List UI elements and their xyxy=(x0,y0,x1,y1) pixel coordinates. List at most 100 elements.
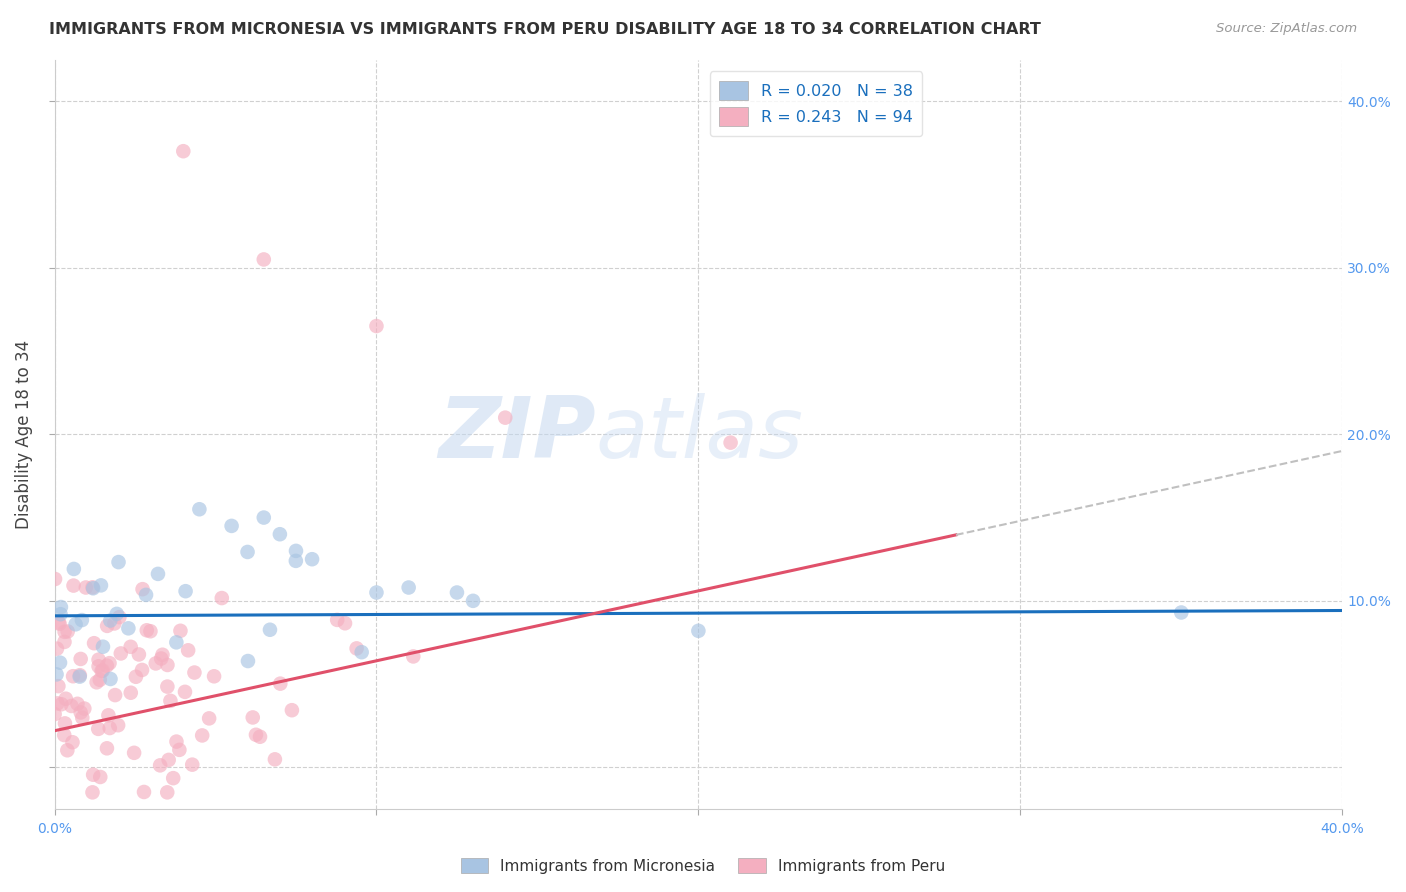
Text: ZIP: ZIP xyxy=(437,392,595,475)
Point xyxy=(63,562,86,576)
Point xyxy=(48,679,70,693)
Point xyxy=(104,688,127,702)
Point xyxy=(48,616,70,631)
Point xyxy=(135,588,157,602)
Point xyxy=(49,607,72,622)
Point xyxy=(145,657,167,671)
Point xyxy=(162,771,184,785)
Point xyxy=(62,669,84,683)
Point xyxy=(150,651,173,665)
Point xyxy=(211,591,233,605)
Point xyxy=(53,728,76,742)
Point xyxy=(69,668,91,682)
Point xyxy=(48,615,70,630)
Point xyxy=(169,743,191,757)
Point xyxy=(249,730,271,744)
Point xyxy=(82,785,104,799)
Point xyxy=(281,703,304,717)
Point xyxy=(46,641,69,656)
Legend: Immigrants from Micronesia, Immigrants from Peru: Immigrants from Micronesia, Immigrants f… xyxy=(454,852,952,880)
Point xyxy=(91,664,114,678)
Point xyxy=(269,676,291,690)
Point xyxy=(165,635,187,649)
Point xyxy=(72,711,94,725)
Point xyxy=(62,578,84,592)
Point xyxy=(132,785,155,799)
Text: IMMIGRANTS FROM MICRONESIA VS IMMIGRANTS FROM PERU DISABILITY AGE 18 TO 34 CORRE: IMMIGRANTS FROM MICRONESIA VS IMMIGRANTS… xyxy=(49,22,1040,37)
Point xyxy=(128,648,150,662)
Point xyxy=(366,585,388,599)
Text: 40.0%: 40.0% xyxy=(1320,822,1364,837)
Text: 0.0%: 0.0% xyxy=(37,822,72,837)
Point xyxy=(242,710,264,724)
Point xyxy=(69,652,91,666)
Point xyxy=(53,635,76,649)
Point xyxy=(120,686,142,700)
Point xyxy=(90,664,112,678)
Point xyxy=(53,624,76,639)
Point xyxy=(97,708,120,723)
Point xyxy=(152,648,174,662)
Point xyxy=(177,643,200,657)
Point xyxy=(149,758,172,772)
Point xyxy=(398,581,420,595)
Point xyxy=(91,640,114,654)
Point xyxy=(98,656,121,670)
Point xyxy=(284,554,307,568)
Point xyxy=(236,654,259,668)
Point xyxy=(346,641,368,656)
Point xyxy=(53,716,76,731)
Point xyxy=(105,607,128,621)
Point xyxy=(402,649,425,664)
Point xyxy=(56,743,79,757)
Point xyxy=(108,610,131,624)
Point xyxy=(45,667,67,681)
Point xyxy=(46,697,69,711)
Point xyxy=(98,721,121,735)
Point xyxy=(90,578,112,592)
Point xyxy=(89,770,111,784)
Point xyxy=(198,711,221,725)
Point xyxy=(66,697,89,711)
Point xyxy=(131,663,153,677)
Point xyxy=(181,757,204,772)
Point xyxy=(333,616,356,631)
Point xyxy=(107,555,129,569)
Point xyxy=(96,619,118,633)
Point xyxy=(131,582,153,596)
Point xyxy=(688,624,710,638)
Point xyxy=(87,653,110,667)
Point xyxy=(183,665,205,680)
Point xyxy=(188,502,211,516)
Point xyxy=(87,659,110,673)
Point xyxy=(56,624,79,639)
Point xyxy=(301,552,323,566)
Point xyxy=(73,701,96,715)
Point xyxy=(44,707,66,722)
Point xyxy=(1170,606,1192,620)
Point xyxy=(446,585,468,599)
Point xyxy=(191,728,214,742)
Point xyxy=(44,572,66,586)
Point xyxy=(103,616,125,631)
Point xyxy=(156,680,179,694)
Point xyxy=(253,252,276,267)
Point xyxy=(146,566,169,581)
Text: Source: ZipAtlas.com: Source: ZipAtlas.com xyxy=(1216,22,1357,36)
Point xyxy=(135,624,157,638)
Text: atlas: atlas xyxy=(595,392,803,475)
Point xyxy=(259,623,281,637)
Point xyxy=(69,670,91,684)
Point xyxy=(253,510,276,524)
Point xyxy=(461,594,484,608)
Point xyxy=(75,581,97,595)
Point xyxy=(202,669,225,683)
Point xyxy=(172,144,194,158)
Point xyxy=(49,600,72,615)
Point xyxy=(107,718,129,732)
Point xyxy=(156,657,179,672)
Point xyxy=(82,581,104,595)
Point xyxy=(69,706,91,720)
Point xyxy=(720,435,742,450)
Point xyxy=(125,670,148,684)
